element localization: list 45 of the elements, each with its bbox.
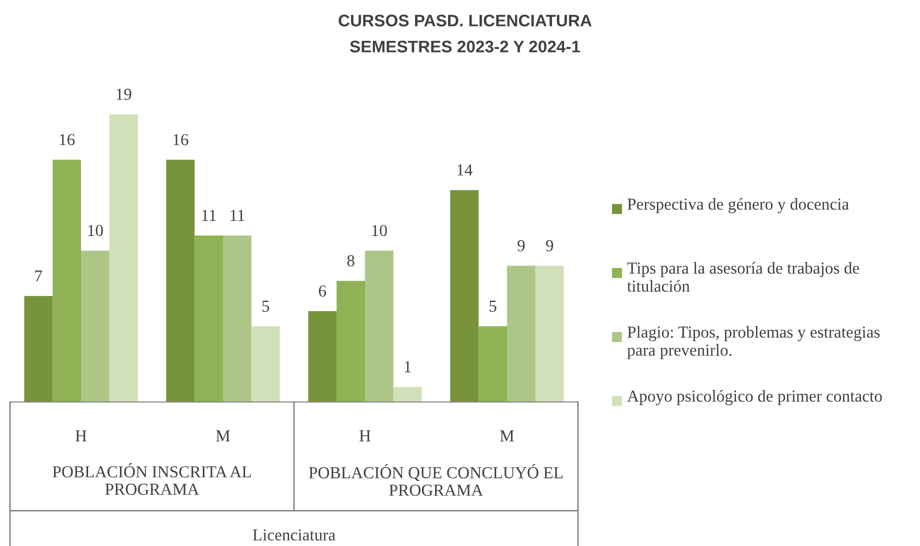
bar (81, 250, 110, 402)
bar (336, 280, 365, 402)
x-tick-label: H (359, 430, 371, 442)
data-label: 16 (60, 134, 75, 146)
data-label: 9 (546, 240, 554, 252)
data-label: 6 (318, 285, 326, 297)
bar (393, 386, 422, 402)
data-label: 5 (490, 300, 496, 312)
bar (450, 190, 479, 402)
x-tick-label: M (500, 430, 514, 442)
bar (365, 250, 394, 402)
data-label: 14 (458, 164, 472, 176)
bar (166, 160, 195, 402)
chart-subtitle: SEMESTRES 2023-2 Y 2024-1 (350, 40, 580, 52)
legend-label: Perspectiva de género y docencia (627, 198, 849, 214)
data-label: 10 (88, 224, 103, 236)
legend-label: Apoyo psicológico de primer contacto (627, 390, 882, 406)
data-label: 9 (518, 240, 525, 252)
bar (507, 266, 536, 402)
data-label: 7 (35, 270, 42, 282)
x-tick-label: H (75, 430, 87, 442)
data-label: 11 (230, 210, 244, 221)
text: Licenciatura (252, 529, 336, 541)
data-label: 8 (347, 255, 354, 266)
bar (194, 235, 223, 402)
bar (535, 266, 564, 402)
chart-title: CURSOS PASD. LICENCIATURA (338, 14, 592, 26)
data-label: 19 (116, 88, 132, 100)
legend-label: Plagio: Tipos, problemas y estrategias para prevenirlo. (627, 326, 880, 360)
bar (478, 326, 507, 402)
data-label: 16 (174, 134, 188, 146)
bar (109, 114, 138, 402)
bar (251, 326, 280, 402)
bar (223, 235, 252, 402)
bar (308, 311, 337, 402)
x-tick-label: M (216, 430, 230, 442)
data-label: 10 (372, 224, 387, 236)
legend-label: Tips para la asesoría de trabajos de titulación (627, 262, 860, 292)
text: POBLACIÓN INSCRITA AL PROGRAMA (52, 463, 251, 495)
bar (24, 296, 53, 402)
data-label: 1 (404, 361, 411, 372)
data-label: 11 (202, 210, 216, 221)
data-label: 5 (262, 300, 270, 312)
text: POBLACIÓN QUE CONCLUYÓ EL PROGRAMA (308, 464, 563, 496)
bar (52, 160, 81, 402)
